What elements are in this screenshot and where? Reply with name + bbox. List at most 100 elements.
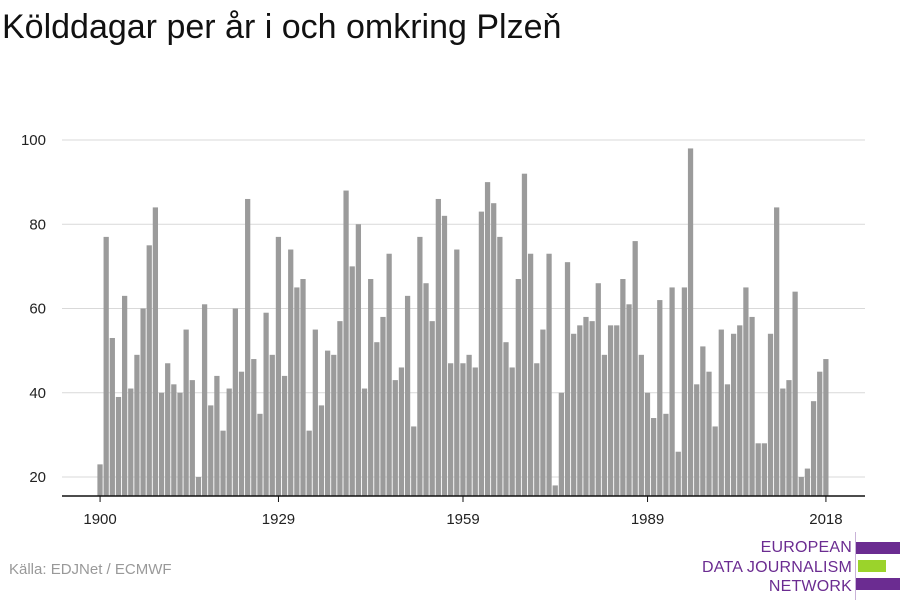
bar-1984	[614, 325, 620, 496]
bar-1964	[491, 203, 497, 496]
bar-1930	[281, 375, 288, 496]
bar-2000	[712, 426, 718, 496]
bar-1954	[429, 321, 435, 496]
y-tick-label: 100	[21, 132, 46, 149]
bar-1969	[521, 173, 528, 496]
bar-1907	[140, 308, 146, 496]
bar-1997	[694, 384, 700, 496]
bar-1991	[657, 300, 663, 496]
bar-2008	[761, 443, 767, 496]
bar-2012	[786, 380, 792, 496]
bar-1990	[651, 418, 657, 496]
bar-2007	[755, 443, 761, 496]
bar-1975	[558, 392, 564, 496]
bar-1933	[300, 279, 306, 496]
bar-2003	[730, 333, 737, 496]
bar-2014	[798, 477, 804, 496]
bar-1928	[269, 354, 275, 496]
bar-1931	[288, 249, 294, 496]
bar-1965	[497, 236, 503, 496]
bar-1905	[128, 388, 134, 496]
bar-1989	[644, 392, 651, 496]
bar-1938	[331, 354, 337, 496]
bar-1951	[411, 426, 417, 496]
y-tick-label: 20	[29, 469, 46, 486]
bar-1939	[337, 321, 343, 496]
bar-1987	[632, 241, 638, 496]
y-tick-label: 80	[29, 216, 46, 233]
bar-1958	[454, 249, 460, 496]
bar-1916	[195, 477, 202, 496]
bar-1944	[368, 279, 374, 496]
bar-1925	[251, 359, 257, 496]
bar-1962	[478, 211, 485, 497]
bar-1985	[620, 279, 626, 496]
bar-1957	[448, 363, 454, 496]
bar-1934	[306, 430, 312, 496]
logo-divider	[855, 532, 856, 600]
bar-1917	[201, 304, 208, 496]
x-tick-label: 1929	[262, 511, 295, 528]
x-tick-label: 1959	[446, 511, 479, 528]
bar-1961	[472, 367, 478, 496]
bar-1900	[97, 464, 103, 496]
bar-1966	[503, 342, 509, 496]
bar-1902	[109, 337, 115, 496]
bar-1963	[484, 182, 491, 496]
edjnet-logo[interactable]: EUROPEAN DATA JOURNALISM NETWORK	[700, 532, 900, 600]
bar-1906	[134, 354, 140, 496]
bars	[97, 148, 829, 497]
bar-2005	[743, 287, 749, 496]
bar-1910	[158, 392, 165, 496]
bar-1920	[220, 430, 226, 496]
bar-2015	[804, 468, 811, 496]
bar-1995	[681, 287, 688, 496]
bar-1929	[275, 236, 282, 496]
bar-1968	[515, 279, 521, 496]
bar-1994	[675, 451, 681, 496]
bar-1993	[669, 287, 675, 496]
bar-1940	[343, 190, 349, 497]
logo-bar-green	[858, 560, 886, 572]
bar-1921	[226, 388, 232, 496]
bar-1915	[189, 380, 195, 496]
bar-2011	[780, 388, 786, 496]
bar-1998	[700, 346, 706, 496]
bar-1935	[312, 329, 318, 496]
y-tick-label: 60	[29, 301, 46, 318]
bar-2016	[810, 401, 817, 496]
bar-1967	[509, 367, 515, 496]
bar-1982	[601, 354, 608, 496]
logo-text: EUROPEAN DATA JOURNALISM NETWORK	[702, 538, 852, 597]
bar-2018	[823, 359, 829, 496]
bar-2017	[817, 371, 823, 496]
bar-1918	[208, 405, 214, 496]
source-note: Källa: EDJNet / ECMWF	[9, 561, 172, 578]
bar-1953	[423, 283, 429, 496]
bar-1926	[257, 413, 263, 496]
bar-2006	[749, 316, 755, 496]
bar-2002	[724, 384, 731, 496]
bar-1914	[183, 329, 189, 496]
bar-1901	[103, 236, 109, 496]
bar-1952	[417, 236, 423, 496]
bar-1932	[294, 287, 300, 496]
bar-1972	[540, 329, 546, 496]
logo-line-3: NETWORK	[768, 578, 852, 595]
bar-1986	[626, 304, 632, 496]
bar-1992	[663, 413, 669, 496]
bar-1941	[349, 266, 355, 496]
chart-title: Kölddagar per år i och omkring Plzeň	[2, 8, 562, 46]
bar-1903	[115, 396, 122, 496]
bar-1927	[263, 312, 269, 496]
bar-1909	[152, 207, 159, 496]
bar-1978	[577, 325, 583, 496]
bar-2004	[737, 325, 743, 496]
bar-1924	[245, 198, 251, 496]
bar-1956	[441, 215, 448, 496]
logo-bar-purple-bottom	[856, 578, 900, 590]
bar-1949	[398, 367, 405, 496]
bar-1922	[232, 308, 238, 496]
bar-1919	[214, 375, 220, 496]
